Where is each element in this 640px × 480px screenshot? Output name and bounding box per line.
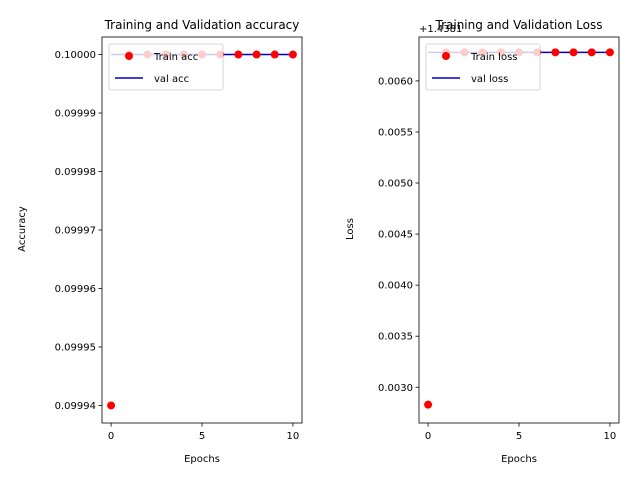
loss-plot: Training and Validation Loss Epochs Loss…: [345, 18, 620, 465]
accuracy-ytick-label: 0.09996: [55, 284, 96, 295]
accuracy-axes-frame: [101, 36, 303, 424]
accuracy-xtick-label: 0: [108, 431, 114, 442]
loss-ytick-label: 0.0040: [378, 281, 413, 292]
accuracy-legend-marker: [125, 52, 133, 60]
accuracy-data-point: [234, 50, 243, 59]
loss-xtick-label: 10: [604, 431, 617, 442]
loss-axes-frame: [418, 36, 620, 424]
loss-data-point: [605, 48, 614, 57]
loss-title: Training and Validation Loss: [435, 18, 603, 32]
accuracy-data-point: [270, 50, 279, 59]
loss-xtick-label: 5: [516, 431, 522, 442]
loss-legend-marker: [442, 52, 450, 60]
loss-ytick-label: 0.0035: [378, 332, 413, 343]
loss-data-point: [587, 48, 596, 57]
accuracy-xtick-label: 5: [199, 431, 205, 442]
loss-offset-text: +1.4381: [419, 24, 462, 35]
accuracy-data-point: [252, 50, 261, 59]
accuracy-ytick-label: 0.09998: [55, 167, 96, 178]
loss-ytick-label: 0.0060: [378, 76, 413, 87]
accuracy-ylabel: Accuracy: [17, 206, 28, 252]
accuracy-xtick-label: 10: [287, 431, 300, 442]
accuracy-ytick-label: 0.09995: [55, 342, 96, 353]
loss-xlabel: Epochs: [501, 454, 537, 465]
accuracy-legend-label: Train acc: [153, 52, 198, 63]
accuracy-ytick-label: 0.09999: [55, 109, 96, 120]
loss-legend: Train loss val loss: [425, 43, 541, 91]
accuracy-data-point: [107, 401, 116, 410]
loss-legend-label: Train loss: [470, 52, 518, 63]
accuracy-ytick-label: 0.10000: [55, 50, 96, 61]
loss-xtick-label: 0: [425, 431, 431, 442]
loss-ytick-label: 0.0050: [378, 179, 413, 190]
accuracy-legend: Train acc val acc: [108, 43, 224, 91]
accuracy-xlabel: Epochs: [184, 454, 220, 465]
accuracy-data-point: [288, 50, 297, 59]
accuracy-legend-label: val acc: [154, 74, 189, 85]
loss-ytick-label: 0.0055: [378, 127, 413, 138]
accuracy-plot: Training and Validation accuracy Epochs …: [17, 18, 303, 465]
accuracy-ytick-label: 0.09997: [55, 226, 96, 237]
loss-ytick-label: 0.0030: [378, 383, 413, 394]
accuracy-ytick-label: 0.09994: [55, 401, 96, 412]
loss-data-point: [551, 48, 560, 57]
loss-ylabel: Loss: [345, 218, 356, 240]
loss-ytick-label: 0.0045: [378, 230, 413, 241]
loss-data-point: [569, 48, 578, 57]
accuracy-title: Training and Validation accuracy: [104, 18, 300, 32]
loss-legend-label: val loss: [471, 74, 508, 85]
loss-data-point: [424, 400, 433, 409]
